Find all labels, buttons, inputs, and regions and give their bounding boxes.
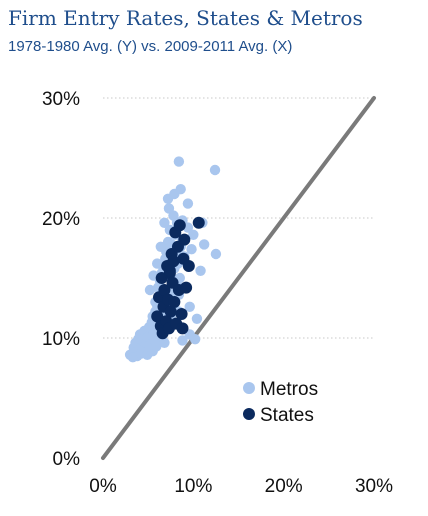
state-point — [182, 260, 195, 272]
chart-title: Firm Entry Rates, States & Metros — [8, 6, 363, 30]
metro-point — [188, 229, 199, 240]
state-point — [180, 281, 193, 294]
metro-point — [152, 258, 163, 269]
state-point — [151, 310, 164, 323]
state-point — [176, 322, 189, 335]
legend: Metros States — [243, 379, 318, 426]
x-tick-label: 30% — [355, 476, 393, 497]
chart-subtitle: 1978-1980 Avg. (Y) vs. 2009-2011 Avg. (X… — [8, 38, 293, 55]
legend-marker-states — [243, 408, 255, 420]
metro-point — [177, 335, 188, 346]
metro-point — [159, 337, 170, 348]
legend-marker-metros — [243, 382, 255, 394]
metro-point — [186, 244, 197, 255]
metro-point — [175, 184, 186, 195]
reference-line-group — [101, 96, 376, 460]
reference-line — [101, 96, 376, 460]
metro-point — [144, 284, 156, 296]
state-point — [158, 284, 171, 296]
y-tick-label: 10% — [42, 329, 80, 350]
metro-point — [210, 248, 222, 260]
state-point — [164, 305, 177, 318]
metro-point — [191, 313, 203, 324]
x-tick-label: 0% — [89, 476, 117, 497]
metro-point — [182, 198, 194, 209]
legend-label-states: States — [260, 405, 314, 426]
state-point — [178, 233, 191, 246]
metro-point — [209, 164, 221, 176]
legend-label-metros: Metros — [260, 379, 318, 400]
grid-lines — [103, 97, 374, 339]
state-point — [163, 264, 176, 277]
metro-point — [159, 217, 170, 228]
state-point — [168, 296, 181, 308]
state-point — [175, 308, 188, 320]
state-point — [167, 255, 180, 268]
state-point — [173, 219, 186, 232]
metro-point — [163, 203, 175, 214]
x-tick-label: 20% — [265, 476, 303, 497]
y-tick-label: 20% — [42, 209, 80, 230]
states-series — [151, 216, 205, 340]
state-point — [192, 216, 205, 229]
y-tick-label: 30% — [42, 89, 80, 110]
metro-point — [198, 239, 210, 250]
metro-point — [173, 156, 185, 167]
metro-point — [184, 301, 195, 312]
x-axis-ticks: 0% 10% 20% 30% — [89, 476, 393, 497]
x-tick-label: 10% — [174, 476, 212, 497]
y-tick-label: 0% — [53, 449, 81, 470]
y-axis-ticks: 0% 10% 20% 30% — [42, 89, 80, 470]
metro-point — [155, 241, 167, 252]
metro-point — [195, 265, 206, 276]
